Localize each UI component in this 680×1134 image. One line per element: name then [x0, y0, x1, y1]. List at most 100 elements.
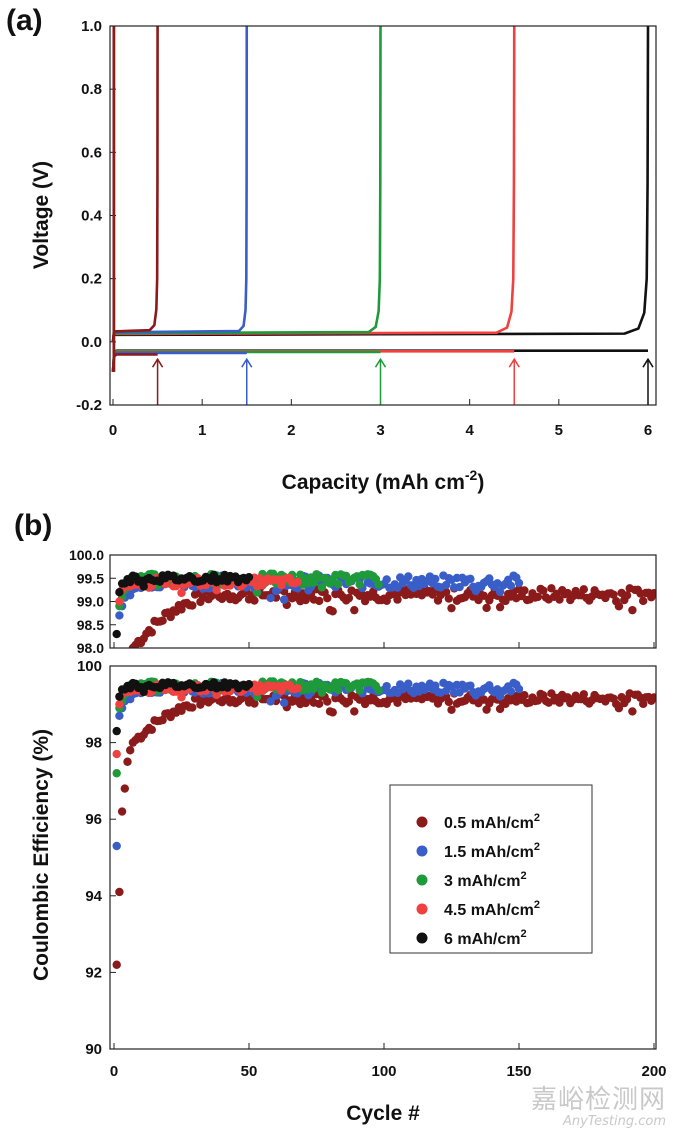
charge-curve: [111, 25, 249, 342]
watermark: 嘉峪检测网 AnyTesting.com: [531, 1087, 666, 1128]
x-tick-labels-a: 0 1 2 3 4 5 6: [109, 422, 652, 439]
inset-data-point: [533, 592, 543, 602]
inset-data-point: [139, 582, 148, 591]
voltage-capacity-plot: [110, 25, 654, 406]
legend-marker: [416, 903, 428, 915]
main-y-tick-label: 94: [85, 888, 102, 905]
x-tick-label-b: 50: [241, 1063, 258, 1080]
inset-data-point: [293, 577, 302, 587]
main-y-tick-labels: 90 92 94 96 98 100: [77, 658, 103, 1058]
main-data-point: [244, 680, 254, 689]
main-data-point: [614, 704, 624, 713]
inset-data-point: [344, 593, 354, 603]
main-data-point: [188, 703, 197, 712]
main-data-point: [444, 697, 453, 707]
x-tick-labels-b: 0 50 100 150 200: [110, 1063, 667, 1080]
main-data-point: [112, 841, 121, 851]
main-data-point: [649, 693, 656, 702]
x-tick-label-b: 200: [641, 1063, 666, 1080]
legend-entry: 4.5 mAh/cm2: [444, 899, 540, 919]
inset-data-point: [123, 667, 131, 675]
inset-data-point: [404, 572, 413, 581]
main-data-point: [266, 697, 275, 706]
inset-data-point: [444, 594, 453, 603]
main-data-point: [123, 757, 132, 766]
y-tick-label-a: -0.2: [76, 397, 102, 414]
x-tick-label-a: 4: [465, 422, 474, 439]
arrow-head: [241, 357, 253, 368]
inset-data-point: [126, 577, 135, 587]
panel-b-label: (b): [14, 509, 52, 542]
y-axis-label-b: Coulombic Efficiency (%): [30, 729, 53, 981]
x-tick-label-a: 2: [287, 422, 295, 439]
inset-data-point: [495, 587, 505, 597]
main-data-point: [177, 693, 186, 702]
main-data-point: [115, 700, 124, 709]
main-data-point: [514, 684, 524, 694]
inset-data-point: [250, 596, 259, 605]
inset-data-point: [382, 575, 391, 584]
legend-entry: 0.5 mAh/cm2: [444, 812, 540, 832]
inset-y-tick-label: 98.0: [77, 640, 104, 656]
x-tick-label-a: 5: [555, 422, 563, 439]
main-data-point: [447, 705, 456, 714]
main-data-point: [117, 807, 127, 816]
inset-data-point: [266, 593, 275, 603]
arrow-head: [374, 357, 387, 368]
inset-y-tick-label: 98.5: [77, 617, 104, 633]
inset-data-point: [485, 574, 494, 583]
main-data-point: [147, 725, 156, 734]
main-data-point: [115, 887, 124, 897]
main-data-point: [212, 690, 221, 700]
y-tick-label-a: 0.8: [81, 81, 102, 98]
inset-data-point: [355, 580, 364, 589]
y-tick-label-a: 0.0: [81, 334, 102, 351]
inset-data-point: [482, 603, 491, 613]
x-tick-label-b: 150: [506, 1063, 531, 1080]
inset-data-point: [212, 585, 221, 595]
inset-scatter-plot: [110, 554, 656, 833]
inset-y-tick-labels: 98.0 98.5 99.0 99.5 100.0: [69, 547, 104, 656]
main-data-point: [112, 726, 121, 736]
legend-marker: [416, 816, 428, 828]
main-data-point: [495, 704, 505, 714]
inset-data-point: [279, 595, 289, 604]
inset-data-point: [374, 580, 383, 589]
main-data-point: [115, 692, 124, 701]
inset-data-point: [628, 605, 637, 615]
inset-y-tick-label: 100.0: [69, 547, 104, 563]
main-data-point: [533, 696, 543, 705]
inset-data-point: [333, 579, 343, 589]
inset-data-point: [466, 574, 475, 584]
plot-frame-a: [109, 25, 657, 406]
arrow-head: [151, 357, 164, 368]
main-data-point: [250, 699, 259, 708]
main-scatter-plot: [110, 642, 656, 1050]
main-data-point: [506, 687, 516, 696]
inset-data-point: [649, 589, 656, 598]
main-frame: [109, 665, 657, 1050]
inset-data-point: [317, 583, 327, 592]
legend-marker: [416, 874, 428, 886]
inset-frame: [109, 554, 657, 649]
inset-data-point: [622, 591, 632, 600]
legend-marker: [416, 932, 428, 944]
inset-data-point: [455, 582, 464, 592]
main-data-point: [374, 686, 383, 695]
inset-data-point: [520, 586, 529, 595]
inset-data-point: [115, 825, 123, 833]
x-axis-label-a: Capacity (mAh cm-2): [282, 467, 485, 494]
inset-data-point: [441, 580, 451, 590]
main-y-tick-label: 98: [85, 735, 102, 752]
legend-entry: 3 mAh/cm2: [444, 870, 527, 890]
inset-data-point: [158, 616, 167, 625]
y-tick-labels-a: -0.2 0.0 0.2 0.4 0.6 0.8 1.0: [76, 18, 103, 414]
legend-entry: 6 mAh/cm2: [444, 928, 527, 948]
inset-data-point: [579, 585, 588, 594]
main-y-tick-label: 90: [85, 1041, 102, 1058]
inset-data-point: [188, 601, 197, 610]
main-data-point: [639, 699, 648, 709]
inset-data-point: [609, 590, 618, 599]
arrow-head: [642, 357, 654, 368]
